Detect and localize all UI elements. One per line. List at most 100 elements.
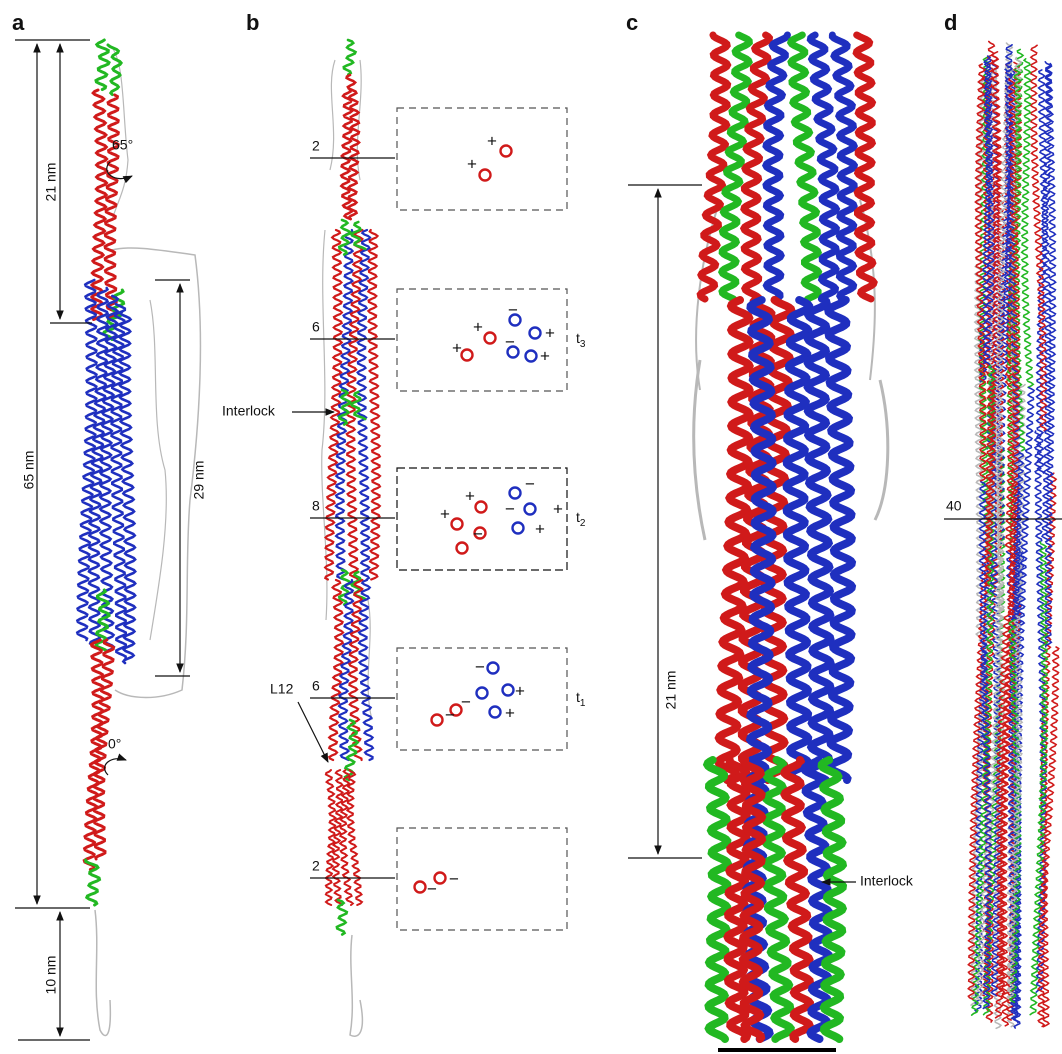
helix [696,31,732,303]
length-label: 10 nm [43,956,59,995]
helix [806,31,841,303]
level-label: 40 [946,498,962,514]
ribbon [349,934,364,1037]
helix [978,481,993,1010]
helix [714,296,754,784]
level-label: 8 [312,498,320,514]
helix [974,63,988,482]
helix-section [474,500,488,514]
helix-section [475,686,489,700]
helix [94,38,111,91]
state-label: t3 [576,330,586,350]
helix [702,756,733,1043]
charge-sign: + [440,504,450,523]
cross-sections: 2 ++6 ++−+−+t38++−−+−+ t26−+−− +t12−− [310,107,586,931]
helix [975,586,1003,1005]
charge-sign: − [473,524,483,543]
helix [110,302,127,660]
helix [334,228,355,581]
helix [75,278,98,642]
helix [323,228,344,581]
helix [723,756,752,1043]
state-index: 1 [580,698,586,709]
helix [1039,472,1058,1028]
panel-label: a [12,10,25,35]
helix-section [508,313,522,327]
helix-section [528,326,542,340]
loop-label: L12 [270,681,294,697]
helix [967,381,996,1000]
helix [824,296,857,784]
helix [800,756,834,1043]
dimension-lines [15,39,190,1041]
helix-section [523,502,537,516]
level-label: 2 [312,858,320,874]
helix [339,88,354,221]
interlock-label: Interlock [222,403,276,419]
state-letter: t [576,509,580,525]
helix [828,31,859,303]
helix [335,898,349,936]
helix [337,578,355,762]
helix [718,31,753,303]
helix [994,613,1012,1019]
cross-section-box [396,647,568,751]
helix [84,858,102,907]
charge-sign: + [467,154,477,173]
helix [745,296,777,784]
charge-sign: + [487,131,497,150]
cross-section-box [396,827,568,931]
helix [347,578,364,762]
panel-label: d [944,10,957,35]
helix [82,638,105,871]
ribbon [111,247,202,699]
helix [337,388,352,426]
charge-sign: − [475,657,485,676]
helix [786,31,823,303]
charge-sign: − [445,705,455,724]
helix [337,568,352,606]
helix-section [450,517,464,531]
charge-sign: − [508,300,518,319]
helix-section [488,705,502,719]
charge-sign: − [505,332,515,351]
helix [366,228,382,581]
helix-section [449,703,463,717]
helix [852,31,878,303]
cross-section-box [396,467,568,571]
helix [87,286,110,647]
ribbon [321,229,328,621]
helix [817,756,848,1043]
charge-sign: + [465,486,475,505]
helix-section [455,541,469,555]
helix [345,769,364,906]
panel-label: c [626,10,638,35]
helix [92,638,116,861]
charge-sign: + [505,703,515,722]
structures [75,31,1060,1043]
state-letter: t [576,330,580,346]
helix-section [430,713,444,727]
helix [803,296,835,784]
helix [761,31,791,303]
charge-sign: + [473,317,483,336]
charge-sign: + [515,681,525,700]
helix-section [413,880,427,894]
helix [349,390,367,421]
helix-section [478,168,492,182]
helix [994,42,1014,614]
helix [342,38,358,76]
length-label: 65 nm [21,451,37,490]
helix-section [486,661,500,675]
charge-sign: + [545,323,555,342]
helix [337,218,352,256]
helix [738,756,767,1043]
length-label: 29 nm [191,461,207,500]
helix [1029,541,1049,1016]
helix [1020,58,1035,389]
charge-sign: − [427,879,437,898]
helix [357,578,375,762]
helix-section [433,871,447,885]
charge-sign: − [505,499,515,518]
